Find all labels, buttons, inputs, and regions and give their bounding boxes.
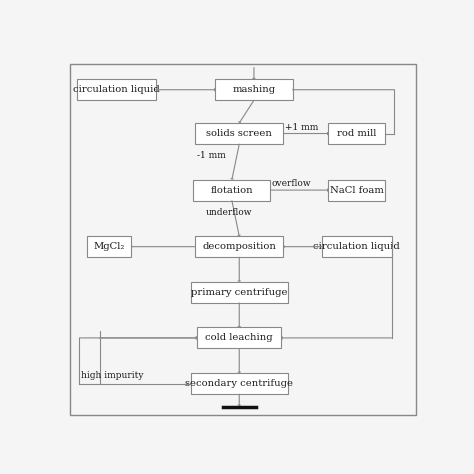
Text: flotation: flotation bbox=[210, 186, 253, 195]
Text: rod mill: rod mill bbox=[337, 129, 376, 138]
Bar bbox=[195, 236, 283, 257]
Text: secondary centrifuge: secondary centrifuge bbox=[185, 379, 293, 388]
Text: MgCl₂: MgCl₂ bbox=[93, 242, 125, 251]
Bar bbox=[193, 180, 271, 201]
Text: cold leaching: cold leaching bbox=[205, 333, 273, 342]
Bar bbox=[191, 282, 288, 303]
Text: circulation liquid: circulation liquid bbox=[313, 242, 400, 251]
Text: -1 mm: -1 mm bbox=[197, 151, 226, 160]
Bar bbox=[191, 373, 288, 394]
Bar bbox=[328, 180, 385, 201]
Text: high impurity: high impurity bbox=[82, 371, 144, 380]
Bar bbox=[87, 236, 131, 257]
Bar bbox=[197, 328, 282, 348]
Text: underflow: underflow bbox=[206, 208, 253, 217]
Text: primary centrifuge: primary centrifuge bbox=[191, 288, 288, 297]
Bar bbox=[195, 123, 283, 144]
Text: NaCl foam: NaCl foam bbox=[330, 186, 384, 195]
Bar bbox=[215, 79, 292, 100]
Text: decomposition: decomposition bbox=[202, 242, 276, 251]
Text: mashing: mashing bbox=[232, 85, 275, 94]
Text: overflow: overflow bbox=[272, 179, 311, 188]
Text: solids screen: solids screen bbox=[206, 129, 272, 138]
Bar bbox=[322, 236, 392, 257]
Text: circulation liquid: circulation liquid bbox=[73, 85, 160, 94]
Text: +1 mm: +1 mm bbox=[285, 123, 319, 132]
Bar bbox=[328, 123, 385, 144]
Bar bbox=[77, 79, 155, 100]
